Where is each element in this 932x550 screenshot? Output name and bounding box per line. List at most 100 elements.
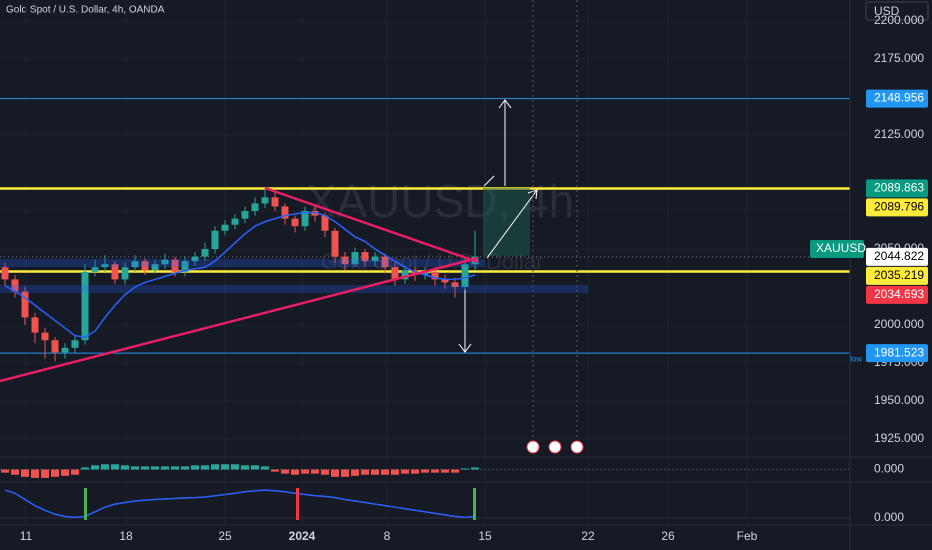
candle-body <box>51 340 59 353</box>
histogram-bar <box>211 464 219 470</box>
x-tick-label: 26 <box>661 529 675 543</box>
candle-body <box>231 218 239 225</box>
event-icon[interactable] <box>526 440 540 454</box>
arrow <box>483 99 512 187</box>
trendline <box>264 186 479 264</box>
candle-body <box>271 197 279 207</box>
price-label-box <box>866 266 928 285</box>
histogram-bar <box>301 469 309 474</box>
histogram-bar <box>311 469 319 474</box>
price-label: 2089.863 <box>874 181 924 195</box>
candle-body <box>31 317 39 333</box>
candle-body <box>251 203 259 212</box>
y-tick-label: 2175.000 <box>874 51 924 65</box>
candle-body <box>171 259 179 272</box>
price-label: 2044.822 <box>874 249 924 263</box>
histogram-bar <box>201 465 209 470</box>
price-label-box <box>866 179 928 198</box>
histogram-bar <box>171 466 179 470</box>
zone <box>0 285 588 293</box>
histogram-bar <box>121 465 129 470</box>
price-label: 2148.956 <box>874 91 924 105</box>
candle-body <box>161 259 169 265</box>
chart-title: Gold Spot / U.S. Dollar, 4h, OANDA <box>6 5 165 16</box>
histogram-bar <box>161 466 169 470</box>
candle-body <box>361 252 369 262</box>
y-tick-label: 2000.000 <box>874 317 924 331</box>
symbol-label: XAUUSD <box>816 241 866 255</box>
candle-body <box>1 267 9 280</box>
candle-body <box>101 264 109 268</box>
y-tick-label: 2125.000 <box>874 127 924 141</box>
histogram-bar <box>461 468 469 470</box>
candle-body <box>211 230 219 250</box>
histogram-bar <box>261 466 269 470</box>
histogram-bar <box>381 469 389 475</box>
candle-body <box>351 252 359 265</box>
price-label-box <box>866 198 928 217</box>
candle-body <box>441 279 449 283</box>
candle-body <box>291 218 299 227</box>
arrow <box>486 189 538 259</box>
signal-bar <box>296 488 299 520</box>
currency[interactable]: USD <box>874 4 900 18</box>
histogram-bar <box>281 469 289 474</box>
line <box>4 211 476 338</box>
candle-body <box>431 271 439 280</box>
price-label-box <box>866 89 928 108</box>
candle-body <box>201 249 209 257</box>
price-label: 1981.523 <box>874 345 924 359</box>
annotation: low <box>850 354 862 363</box>
candle-body <box>401 270 409 280</box>
candle-body <box>321 215 329 231</box>
signal-bar <box>84 488 87 520</box>
histogram-bar <box>151 466 159 470</box>
candle-body <box>91 267 99 272</box>
price-label: 2034.693 <box>874 287 924 301</box>
x-tick-label: Feb <box>737 529 758 543</box>
x-tick-label: 8 <box>384 529 391 543</box>
currency-box[interactable] <box>865 1 929 21</box>
histogram-bar <box>81 467 89 470</box>
histogram-bar <box>321 469 329 475</box>
histogram-bar <box>21 469 29 477</box>
candle-body <box>241 211 249 219</box>
histogram-bar <box>61 469 69 476</box>
histogram-bar <box>91 465 99 470</box>
price-label-box <box>866 247 928 266</box>
position-box <box>483 188 530 256</box>
y-tick-label: 1925.000 <box>874 431 924 445</box>
candle-body <box>371 256 379 262</box>
price-label: 2089.796 <box>874 200 924 214</box>
candle-body <box>221 224 229 231</box>
histogram-bar <box>401 469 409 474</box>
histogram-bar <box>101 464 109 470</box>
candle-body <box>121 267 129 280</box>
symbol-label-box <box>810 240 864 259</box>
candle-body <box>181 261 189 272</box>
zone <box>0 259 485 267</box>
candle-body <box>141 261 149 271</box>
histogram-bar <box>191 465 199 470</box>
histogram-bar <box>271 469 279 472</box>
candle-body <box>451 282 459 288</box>
event-icon[interactable] <box>548 440 562 454</box>
plot <box>0 98 850 519</box>
candle-body <box>381 256 389 268</box>
event-icon[interactable] <box>570 440 584 454</box>
axis-labels: 2200.0002175.0002125.0002075.0002050.000… <box>20 13 928 543</box>
candle-body <box>61 347 69 353</box>
price-label-box <box>866 344 928 363</box>
histogram-bar <box>341 469 349 477</box>
histogram-bar <box>351 469 359 476</box>
watermark-symbol: XAUUSD, 4h <box>306 175 574 227</box>
candle-body <box>111 264 119 280</box>
candle-body <box>281 206 289 219</box>
histogram-bar <box>251 465 259 470</box>
histogram-bar <box>411 469 419 474</box>
candle-body <box>391 267 399 280</box>
histogram-bar <box>361 469 369 475</box>
histogram-bar <box>221 464 229 470</box>
candle-body <box>421 271 429 275</box>
